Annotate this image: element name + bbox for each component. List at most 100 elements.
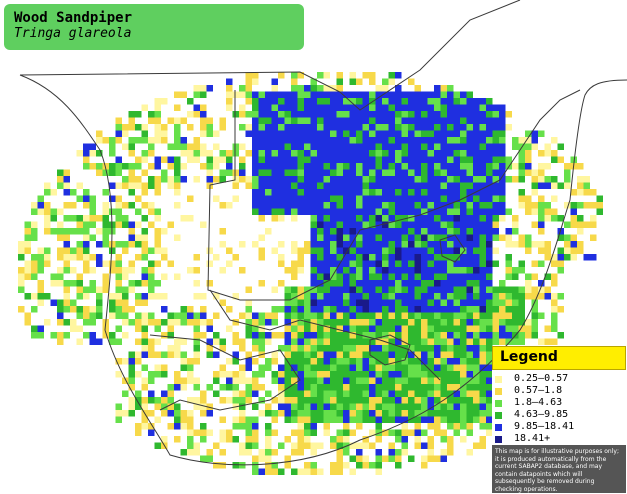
- grid-cell: [531, 260, 538, 267]
- grid-cell: [492, 247, 499, 254]
- grid-cell: [460, 130, 467, 137]
- grid-cell: [200, 397, 207, 404]
- grid-cell: [453, 195, 460, 202]
- grid-cell: [453, 286, 460, 293]
- grid-cell: [70, 247, 77, 254]
- grid-cell: [317, 143, 324, 150]
- grid-cell: [538, 241, 545, 248]
- grid-cell: [161, 293, 168, 300]
- grid-cell: [369, 267, 376, 274]
- grid-cell: [89, 312, 96, 319]
- grid-cell: [434, 202, 441, 209]
- grid-cell: [265, 111, 272, 118]
- grid-cell: [505, 273, 512, 280]
- grid-cell: [304, 384, 311, 391]
- grid-cell: [102, 234, 109, 241]
- grid-cell: [538, 130, 545, 137]
- grid-cell: [200, 221, 207, 228]
- grid-cell: [499, 156, 506, 163]
- grid-cell: [395, 384, 402, 391]
- grid-cell: [349, 163, 356, 170]
- grid-cell: [317, 260, 324, 267]
- grid-cell: [473, 137, 480, 144]
- grid-cell: [122, 293, 129, 300]
- grid-cell: [63, 319, 70, 326]
- grid-cell: [362, 202, 369, 209]
- grid-cell: [388, 371, 395, 378]
- grid-cell: [167, 345, 174, 352]
- grid-cell: [278, 260, 285, 267]
- grid-cell: [304, 377, 311, 384]
- grid-cell: [206, 449, 213, 456]
- grid-cell: [336, 403, 343, 410]
- grid-cell: [440, 182, 447, 189]
- grid-cell: [323, 312, 330, 319]
- grid-cell: [460, 260, 467, 267]
- grid-cell: [154, 208, 161, 215]
- grid-cell: [128, 241, 135, 248]
- grid-cell: [291, 78, 298, 85]
- grid-cell: [109, 150, 116, 157]
- grid-cell: [427, 215, 434, 222]
- grid-cell: [154, 247, 161, 254]
- grid-cell: [427, 293, 434, 300]
- grid-cell: [239, 410, 246, 417]
- grid-cell: [317, 319, 324, 326]
- grid-cell: [271, 189, 278, 196]
- grid-cell: [239, 364, 246, 371]
- grid-cell: [525, 163, 532, 170]
- grid-cell: [135, 254, 142, 261]
- grid-cell: [557, 143, 564, 150]
- grid-cell: [128, 137, 135, 144]
- grid-cell: [434, 176, 441, 183]
- grid-cell: [291, 150, 298, 157]
- grid-cell: [128, 143, 135, 150]
- grid-cell: [323, 208, 330, 215]
- grid-cell: [369, 377, 376, 384]
- grid-cell: [349, 397, 356, 404]
- grid-cell: [356, 78, 363, 85]
- grid-cell: [479, 254, 486, 261]
- grid-cell: [336, 468, 343, 475]
- grid-cell: [427, 390, 434, 397]
- grid-cell: [473, 351, 480, 358]
- grid-cell: [434, 319, 441, 326]
- grid-cell: [89, 267, 96, 274]
- grid-cell: [213, 312, 220, 319]
- grid-cell: [453, 189, 460, 196]
- grid-cell: [473, 176, 480, 183]
- grid-cell: [395, 208, 402, 215]
- grid-cell: [375, 449, 382, 456]
- grid-cell: [252, 377, 259, 384]
- grid-cell: [265, 429, 272, 436]
- grid-cell: [414, 137, 421, 144]
- grid-cell: [63, 286, 70, 293]
- grid-cell: [473, 234, 480, 241]
- grid-cell: [330, 241, 337, 248]
- grid-cell: [115, 299, 122, 306]
- grid-cell: [323, 325, 330, 332]
- grid-cell: [18, 247, 25, 254]
- grid-cell: [323, 319, 330, 326]
- grid-cell: [291, 111, 298, 118]
- grid-cell: [278, 143, 285, 150]
- grid-cell: [297, 202, 304, 209]
- grid-cell: [271, 351, 278, 358]
- grid-cell: [421, 202, 428, 209]
- grid-cell: [330, 397, 337, 404]
- grid-cell: [252, 241, 259, 248]
- grid-cell: [427, 234, 434, 241]
- grid-cell: [505, 325, 512, 332]
- grid-cell: [427, 455, 434, 462]
- grid-cell: [349, 241, 356, 248]
- grid-cell: [336, 286, 343, 293]
- grid-cell: [466, 449, 473, 456]
- grid-cell: [453, 267, 460, 274]
- grid-cell: [18, 267, 25, 274]
- grid-cell: [343, 299, 350, 306]
- grid-cell: [440, 410, 447, 417]
- grid-cell: [310, 306, 317, 313]
- grid-cell: [512, 228, 519, 235]
- grid-cell: [486, 137, 493, 144]
